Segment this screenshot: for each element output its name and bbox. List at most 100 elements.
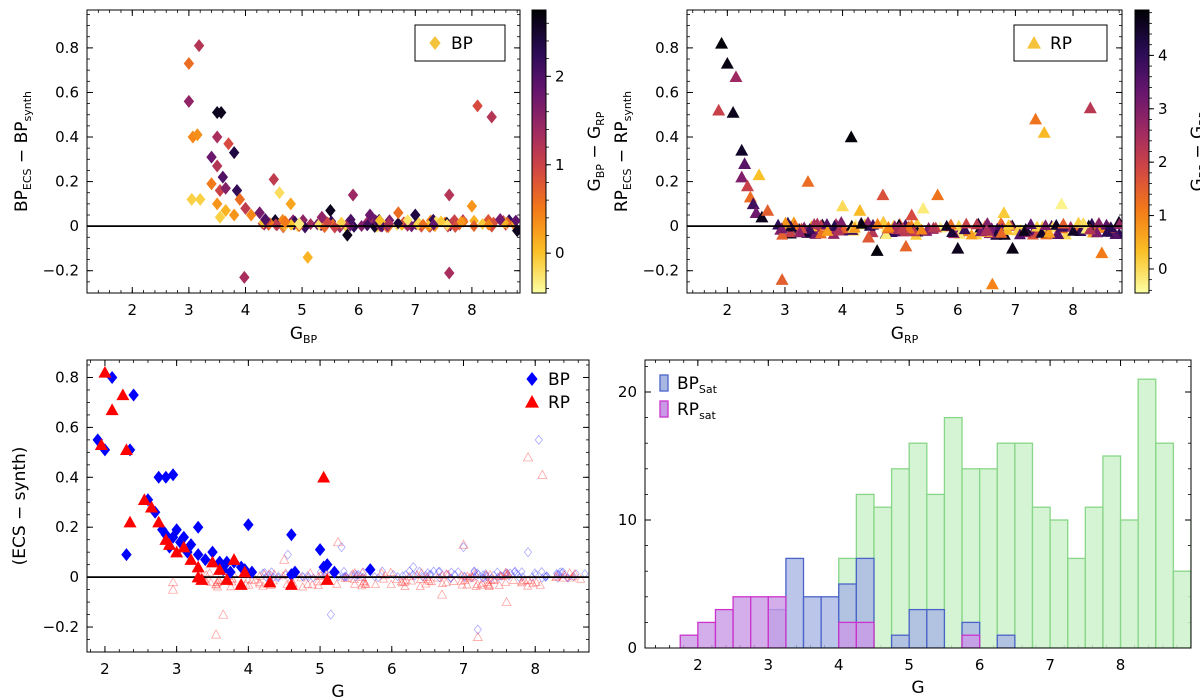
panel-bottom-right: 2 3 4 5 6 7 8 0 10 20 BPSat RPsat G	[618, 359, 1192, 698]
data-point	[342, 228, 353, 242]
data-point	[720, 56, 734, 69]
faint-point	[538, 567, 546, 577]
colorbar-tick-label: 1	[1158, 207, 1168, 225]
faint-point	[379, 574, 389, 583]
x-tick-label: 8	[530, 660, 540, 678]
band-point	[483, 218, 494, 231]
colorbar-tick-label: 3	[1158, 100, 1168, 118]
data-point	[347, 188, 359, 202]
data-point	[444, 266, 455, 280]
band-point	[1018, 225, 1031, 236]
x-axis-label: G	[331, 682, 344, 699]
faint-point	[298, 582, 308, 591]
data-point	[836, 199, 850, 212]
data-layer	[687, 36, 1122, 290]
faint-point	[357, 567, 368, 576]
y-tick-label: 0.6	[55, 418, 79, 436]
bar-all	[1102, 455, 1122, 648]
data-point	[211, 130, 223, 144]
y-tick-label: −0.2	[43, 618, 79, 636]
legend-label: BPSat	[677, 374, 718, 396]
colorbar-tick-label: 2	[1158, 153, 1168, 171]
data-point	[726, 106, 740, 118]
band-point	[848, 221, 861, 233]
data-point	[206, 177, 217, 191]
data-point	[740, 179, 754, 192]
band-point	[449, 214, 460, 227]
plot-frame	[86, 359, 590, 653]
band-point	[1077, 216, 1090, 228]
faint-outlier	[283, 549, 292, 560]
band-point	[1043, 226, 1056, 238]
faint-outlier	[409, 562, 418, 573]
data-point	[985, 277, 999, 290]
y-tick-label: 20	[618, 383, 637, 401]
colorbar-tick-label: 0	[555, 244, 565, 262]
legend-label: BP	[548, 370, 570, 390]
faint-point	[435, 566, 444, 576]
faint-point	[523, 575, 533, 584]
faint-point	[350, 579, 360, 588]
bp-point	[128, 388, 139, 402]
rp-point	[263, 575, 277, 588]
x-tick-label: 7	[411, 301, 421, 319]
data-point	[215, 106, 227, 120]
x-tick-label: 6	[975, 656, 985, 674]
x-tick-label: 7	[1011, 301, 1021, 319]
bp-point	[92, 433, 103, 447]
bp-point	[243, 518, 254, 532]
legend-marker	[429, 36, 441, 50]
data-point	[325, 204, 336, 218]
data-point	[410, 208, 421, 222]
band-point	[896, 222, 909, 234]
data-point	[1083, 101, 1097, 114]
faint-point	[406, 576, 417, 585]
panel-bottom-left: 2 3 4 5 6 7 8 −0.2 0 0.2 0.4 0.6 0.8 BP RP G (ECS − synt…	[10, 359, 590, 699]
colorbar-tick-label: 2	[555, 67, 565, 85]
band-point	[511, 214, 520, 227]
rp-point	[152, 515, 166, 528]
faint-point	[456, 576, 466, 585]
band-point	[1067, 224, 1080, 236]
x-tick-label: 3	[764, 656, 774, 674]
data-point	[752, 168, 766, 181]
bar-all	[961, 468, 981, 648]
plot-frame-top	[644, 359, 1192, 649]
colorbar-tick-label: 0	[1158, 260, 1168, 278]
data-point	[220, 204, 231, 218]
data-point	[1055, 197, 1069, 210]
faint-point	[359, 576, 369, 585]
legend-marker-rp	[525, 395, 539, 408]
faint-outlier	[167, 584, 179, 594]
legend-swatch	[659, 374, 669, 392]
data-point	[285, 197, 296, 211]
faint-point	[531, 577, 541, 586]
faint-point	[508, 575, 519, 584]
faint-point	[400, 577, 410, 586]
band-point	[981, 217, 994, 228]
data-point	[749, 206, 763, 218]
band-point	[329, 221, 340, 234]
faint-point	[500, 567, 511, 576]
colorbar-tick-label: 4	[1158, 46, 1168, 64]
faint-point	[501, 577, 511, 587]
x-tick-label: 5	[904, 656, 914, 674]
band-point	[456, 215, 466, 228]
x-tick-label: 3	[184, 301, 194, 319]
data-point	[1037, 126, 1051, 138]
faint-point	[411, 571, 419, 581]
rp-point	[116, 388, 130, 401]
band-point	[1092, 216, 1105, 228]
band-point	[784, 226, 797, 238]
data-point	[183, 56, 195, 70]
band-point	[958, 223, 971, 235]
faint-point	[332, 579, 342, 588]
plot-frame	[686, 9, 1123, 294]
faint-point	[518, 567, 526, 577]
bar-rp_sat	[714, 608, 734, 648]
faint-point	[460, 572, 469, 582]
bp-point	[178, 530, 190, 544]
bar-all	[873, 506, 893, 648]
bar-bp_sat	[926, 608, 946, 648]
faint-outlier	[472, 631, 483, 641]
